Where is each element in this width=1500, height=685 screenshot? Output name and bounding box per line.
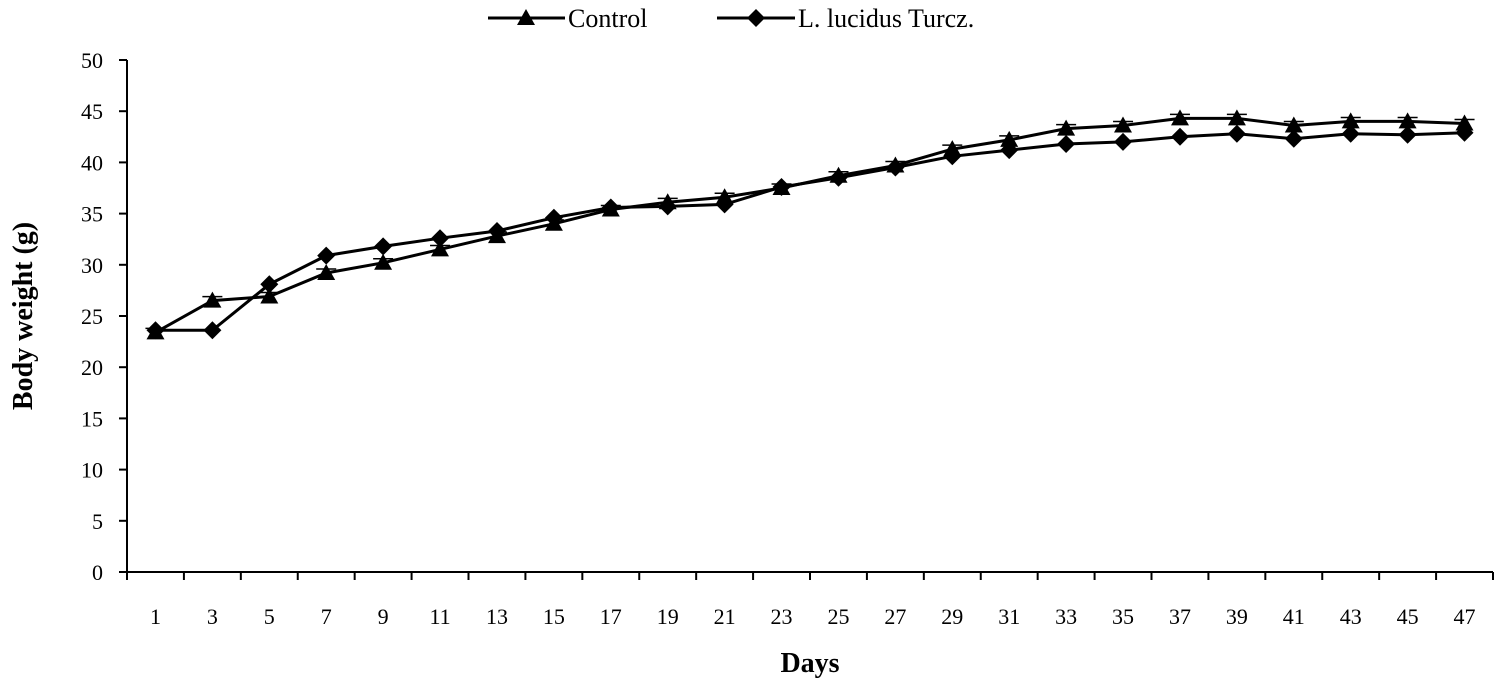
data-point-lucidus (1000, 141, 1019, 160)
data-point-control (1227, 109, 1246, 126)
x-tick-label: 41 (1283, 604, 1305, 629)
y-tick-label: 45 (81, 99, 103, 124)
data-point-control (1000, 130, 1019, 147)
data-point-lucidus (1455, 123, 1474, 142)
data-point-lucidus (1341, 124, 1360, 143)
x-ticks: 1 3 5 7 9 11 13 15 17 19 21 23 25 27 29 31 33 35 37 39 41 43 4… (126, 572, 1494, 629)
y-tick-label: 10 (81, 458, 103, 483)
data-point-control (1284, 116, 1303, 133)
y-tick-label: 30 (81, 253, 103, 278)
x-tick-label: 39 (1226, 604, 1248, 629)
y-axis-title: Body weight (g) (8, 222, 39, 410)
data-point-lucidus (1227, 124, 1246, 143)
data-point-lucidus (601, 198, 620, 217)
x-axis-title: Days (780, 648, 839, 679)
data-point-control (317, 264, 336, 280)
data-point-control (1398, 112, 1417, 129)
x-tick-label: 17 (600, 604, 622, 629)
x-tick-label: 21 (714, 604, 736, 629)
x-tick-label: 43 (1340, 604, 1362, 629)
data-point-lucidus (943, 147, 962, 166)
data-point-lucidus (374, 237, 393, 256)
y-tick-label: 15 (81, 406, 103, 431)
data-point-lucidus (1057, 135, 1076, 153)
x-tick-label: 29 (941, 604, 963, 629)
data-point-lucidus (1114, 132, 1132, 151)
data-point-lucidus (146, 321, 165, 340)
x-tick-label: 5 (264, 604, 275, 629)
x-tick-label: 33 (1055, 604, 1077, 629)
data-point-lucidus (317, 246, 336, 265)
series-layer (145, 109, 1475, 340)
data-point-control (374, 253, 393, 270)
x-tick-label: 45 (1397, 604, 1419, 629)
legend-label-lucidus: L. lucidus Turcz. (798, 4, 974, 33)
legend-item-control: Control (488, 4, 647, 33)
data-point-lucidus (886, 158, 905, 177)
data-point-lucidus (658, 197, 677, 216)
data-point-lucidus (203, 321, 222, 340)
x-tick-label: 3 (207, 604, 218, 629)
legend-label-control: Control (568, 4, 647, 33)
x-tick-label: 19 (657, 604, 679, 629)
x-tick-label: 15 (543, 604, 565, 629)
legend-marker-diamond (747, 9, 765, 27)
x-tick-label: 7 (321, 604, 332, 629)
x-tick-label: 31 (998, 604, 1020, 629)
data-point-lucidus (715, 195, 734, 214)
y-tick-label: 40 (81, 150, 103, 175)
series-line-control (154, 116, 1465, 334)
x-tick-label: 47 (1454, 604, 1476, 629)
x-tick-label: 25 (827, 604, 849, 629)
x-tick-label: 27 (884, 604, 906, 629)
data-point-control (1455, 114, 1474, 131)
x-tick-label: 37 (1169, 604, 1191, 629)
y-tick-label: 5 (92, 509, 103, 534)
data-point-lucidus (1171, 127, 1189, 146)
data-point-lucidus (488, 222, 506, 240)
x-tick-label: 1 (150, 604, 161, 629)
y-ticks: 0 5 10 15 20 25 30 35 40 45 50 (81, 48, 127, 585)
data-point-control (1341, 112, 1360, 129)
data-point-control (203, 291, 222, 308)
legend-marker-triangle (517, 9, 535, 25)
series-line-lucidus (155, 131, 1465, 332)
y-tick-label: 0 (92, 560, 103, 585)
x-tick-label: 9 (378, 604, 389, 629)
data-point-lucidus (260, 275, 279, 294)
data-point-lucidus (1398, 125, 1417, 144)
data-point-lucidus (544, 208, 563, 227)
data-point-control (1057, 119, 1076, 136)
y-tick-label: 35 (81, 202, 103, 227)
x-tick-label: 11 (429, 604, 450, 629)
data-point-lucidus (772, 178, 791, 196)
data-point-control (1114, 116, 1132, 133)
legend-item-lucidus: L. lucidus Turcz. (717, 4, 974, 33)
data-point-lucidus (1284, 129, 1303, 148)
data-point-lucidus (829, 168, 848, 187)
data-point-lucidus (431, 229, 449, 248)
x-tick-label: 23 (771, 604, 793, 629)
data-point-control (260, 287, 279, 304)
data-point-control (1171, 109, 1189, 126)
x-tick-label: 13 (486, 604, 508, 629)
y-tick-label: 50 (81, 48, 103, 73)
y-tick-label: 20 (81, 355, 103, 380)
legend: Control L. lucidus Turcz. (488, 4, 974, 33)
x-tick-label: 35 (1112, 604, 1134, 629)
data-point-control (431, 240, 449, 257)
y-tick-label: 25 (81, 304, 103, 329)
